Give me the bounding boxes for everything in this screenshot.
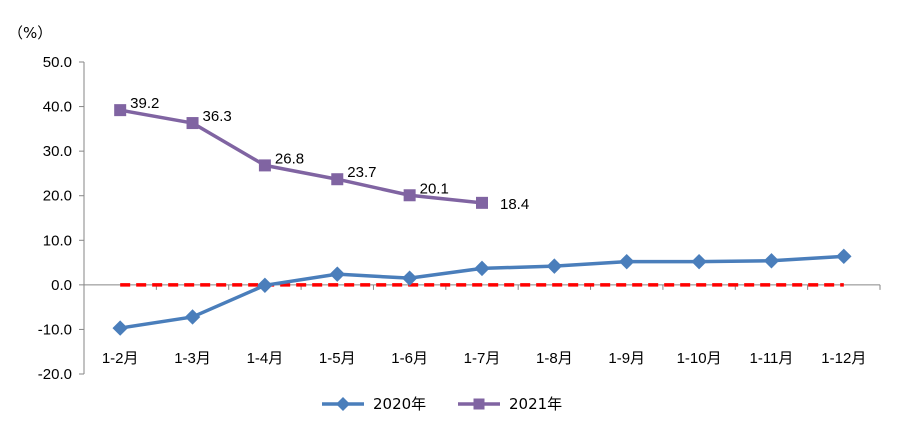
y-tick-label: -10.0	[38, 321, 72, 338]
data-label: 18.4	[500, 196, 529, 213]
legend-marker-square	[473, 398, 485, 410]
data-point-diamond	[763, 253, 780, 269]
data-point-diamond	[474, 260, 490, 277]
x-tick-label: 1-12月	[821, 350, 866, 367]
y-unit-label: （%）	[8, 24, 52, 42]
y-tick-label: 30.0	[43, 143, 72, 160]
series-layer	[112, 104, 852, 336]
data-label: 36.3	[203, 108, 232, 125]
data-point-diamond	[257, 277, 273, 294]
x-tick-label: 1-8月	[536, 350, 573, 367]
data-label: 39.2	[130, 95, 159, 112]
y-tick-label: 0.0	[51, 277, 72, 294]
y-tick-label: -20.0	[38, 366, 72, 383]
x-tick-label: 1-4月	[247, 350, 284, 367]
x-tick-label: 1-6月	[391, 350, 428, 367]
data-point-square	[331, 173, 344, 186]
data-point-diamond	[546, 258, 563, 274]
x-tick-label: 1-10月	[677, 350, 722, 367]
legend-item-2: 2021年	[458, 395, 562, 413]
data-point-diamond	[112, 320, 128, 336]
legend-item-1: 2020年	[322, 395, 426, 413]
data-label: 26.8	[275, 150, 304, 167]
data-point-square	[186, 117, 199, 130]
data-point-diamond	[184, 309, 201, 325]
data-labels: 39.2 36.3 26.8 23.7 20.1 18.4	[130, 95, 529, 213]
data-label: 23.7	[347, 164, 376, 181]
legend: 2020年 2021年	[322, 395, 562, 413]
data-point-diamond	[619, 253, 635, 270]
data-point-diamond	[691, 253, 707, 270]
x-tick-label: 1-3月	[174, 350, 211, 367]
y-tick-label: 50.0	[43, 54, 72, 71]
x-tick-label: 1-5月	[319, 350, 356, 367]
y-tick-label: 10.0	[43, 232, 72, 249]
axes: -20.0 -10.0 0.0 10.0 20.0 30.0 40.0 50.0 1-2月 1-3…	[38, 54, 881, 383]
data-point-square	[476, 196, 488, 209]
data-point-square	[114, 104, 127, 117]
series-line	[119, 108, 483, 205]
y-tick-label: 40.0	[43, 99, 72, 116]
x-tick-label: 1-7月	[464, 350, 501, 367]
data-point-diamond	[329, 266, 345, 282]
data-point-diamond	[401, 270, 418, 286]
data-label: 20.1	[420, 180, 449, 197]
legend-label: 2021年	[509, 395, 562, 413]
legend-label: 2020年	[373, 395, 426, 413]
data-point-diamond	[836, 248, 852, 265]
x-tick-label: 1-2月	[102, 350, 139, 367]
data-point-square	[258, 159, 271, 172]
legend-marker-diamond	[336, 397, 350, 411]
series-1	[112, 248, 852, 336]
y-tick-label: 20.0	[43, 188, 72, 205]
x-tick-label: 1-11月	[749, 350, 793, 367]
x-tick-label: 1-9月	[608, 350, 645, 367]
data-point-square	[403, 189, 416, 202]
series-2	[114, 104, 488, 209]
